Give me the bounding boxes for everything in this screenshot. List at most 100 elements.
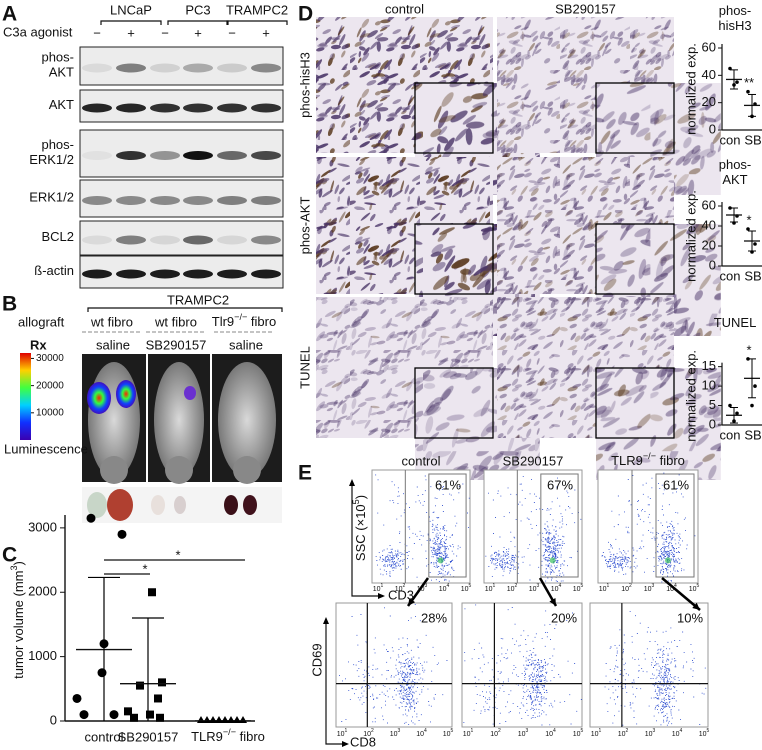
y-tick-label: 10 (702, 378, 716, 393)
data-point (97, 668, 107, 678)
data-point (109, 710, 119, 720)
flow-tick-base: 10 (573, 586, 581, 593)
flow-tick-label: 103 (644, 583, 655, 593)
flow-tick-exp: 1 (471, 728, 474, 734)
inset-border (595, 82, 675, 154)
data-point (753, 242, 757, 246)
tumor (224, 495, 238, 515)
y-axis-label-base: tumor volume (mm (11, 571, 26, 679)
model-type-label: allograft (18, 314, 65, 329)
cell-line-label: LNCaP (110, 2, 152, 17)
flow-tick-base: 10 (461, 586, 469, 593)
y-tick-label: 0 (709, 121, 716, 136)
flow-tick-exp: 2 (626, 728, 629, 734)
significance-star: * (746, 212, 751, 227)
y-tick-label: 60 (702, 39, 716, 54)
treatment-label: SB290157 (146, 337, 207, 352)
cell-line-label: TRAMPC2 (226, 2, 288, 17)
column-label: control (385, 1, 424, 16)
flow-events (485, 473, 582, 582)
band (251, 63, 281, 73)
top-y-label-end: ) (353, 495, 368, 499)
group-label: wt fibro (90, 314, 133, 329)
flow-tick-exp: 2 (371, 728, 374, 734)
bottom-y-label: CD69 (309, 643, 324, 676)
band (251, 235, 281, 245)
column-label: SB290157 (555, 1, 616, 16)
data-point (735, 80, 739, 84)
flow-tick-base: 10 (545, 731, 553, 738)
band (217, 196, 247, 205)
x-tick-label: SB (744, 268, 761, 283)
band (183, 63, 213, 73)
data-point (227, 716, 235, 723)
panel-label: D (298, 3, 313, 26)
gate (540, 473, 579, 578)
treatment-label: saline (229, 337, 263, 352)
band (116, 196, 146, 205)
band (116, 269, 146, 279)
row-label: phos-AKT (297, 197, 312, 255)
flow-tick-label: 105 (573, 728, 584, 738)
flow-tick-exp: 1 (607, 583, 610, 589)
blot-label: phos-ERK1/2 (29, 137, 74, 167)
flow-tick-base: 10 (518, 731, 526, 738)
significance-star: * (746, 342, 751, 357)
significance-star: * (175, 547, 180, 562)
flow-tick-exp: 5 (581, 583, 584, 589)
x-tick-label: control (84, 729, 123, 744)
y-axis-label: normalized exp. (683, 43, 698, 135)
x-tick-label-end: fibro (236, 729, 265, 744)
error-bar (730, 69, 738, 90)
flow-tick-label: 101 (485, 583, 496, 593)
flow-tick-exp: 3 (653, 728, 656, 734)
y-axis-label: normalized exp. (683, 190, 698, 282)
x-tick-label: con (720, 268, 741, 283)
flow-tick-base: 10 (463, 731, 471, 738)
flow-hotspot (437, 557, 444, 564)
flow-tick-exp: 3 (425, 583, 428, 589)
band (150, 196, 180, 205)
treatment-sign: − (161, 25, 169, 40)
group-label: Tlr9−/− fibro (212, 312, 276, 329)
flow-tick-base: 10 (689, 586, 697, 593)
data-point (156, 713, 164, 722)
flow-tick-label: 102 (618, 728, 629, 738)
flow-tick-base: 10 (390, 731, 398, 738)
y-axis-label: normalized exp. (683, 350, 698, 442)
inset-border (414, 82, 494, 154)
model-label: TRAMPC2 (167, 292, 229, 307)
y-tick-label: 5 (709, 397, 716, 412)
data-point (79, 710, 89, 720)
y-tick-label: 3000 (28, 519, 57, 534)
flow-tick-base: 10 (363, 731, 371, 738)
group-label-end: fibro (656, 453, 685, 468)
band (217, 151, 247, 160)
blot-label-line: BCL2 (41, 229, 74, 244)
flow-tick-label: 102 (621, 583, 632, 593)
flow-tick-label: 104 (672, 728, 683, 738)
band (251, 103, 281, 113)
y-tick-label: 40 (702, 67, 716, 82)
y-tick-label: 20 (702, 94, 716, 109)
flow-tick-label: 103 (390, 728, 401, 738)
flow-tick-label: 101 (337, 728, 348, 738)
band (183, 269, 213, 279)
flow-tick-exp: 3 (398, 728, 401, 734)
flow-tick-exp: 2 (498, 728, 501, 734)
gate-arrow (661, 577, 701, 611)
bracket (226, 20, 288, 25)
flow-tick-exp: 4 (553, 728, 556, 734)
group-label-end: fibro (247, 314, 276, 329)
flow-tick-exp: 5 (581, 728, 584, 734)
band (251, 196, 281, 205)
tumor (87, 492, 107, 518)
luminescence-signal (87, 382, 111, 414)
flow-tick-label: 104 (439, 583, 450, 593)
y-axis-label-sup: 3 (9, 565, 19, 570)
flow-tick-label: 102 (490, 728, 501, 738)
y-tick-label: 0 (709, 416, 716, 431)
blot (79, 179, 284, 218)
band (183, 151, 213, 160)
flow-tick-base: 10 (621, 586, 629, 593)
